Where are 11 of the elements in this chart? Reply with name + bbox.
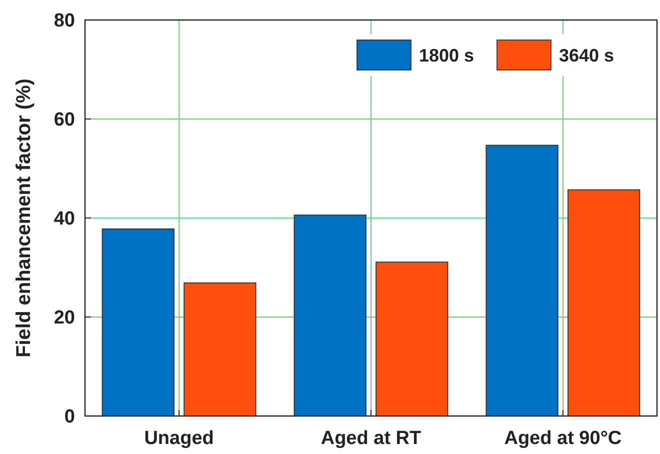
y-tick-label: 40: [54, 208, 75, 230]
x-tick-label: Aged at 90°C: [504, 428, 622, 449]
x-tick-label: Aged at RT: [320, 428, 422, 449]
legend-label: 3640 s: [559, 45, 614, 66]
y-tick-label: 20: [54, 308, 75, 329]
y-tick-label: 60: [54, 110, 75, 131]
x-tick-label: Unaged: [144, 428, 214, 449]
y-axis-title: Field enhancement factor (%): [13, 78, 35, 358]
y-tick-label: 0: [64, 406, 75, 428]
legend-label: 1800 s: [419, 45, 474, 66]
y-tick-label: 80: [54, 10, 75, 32]
